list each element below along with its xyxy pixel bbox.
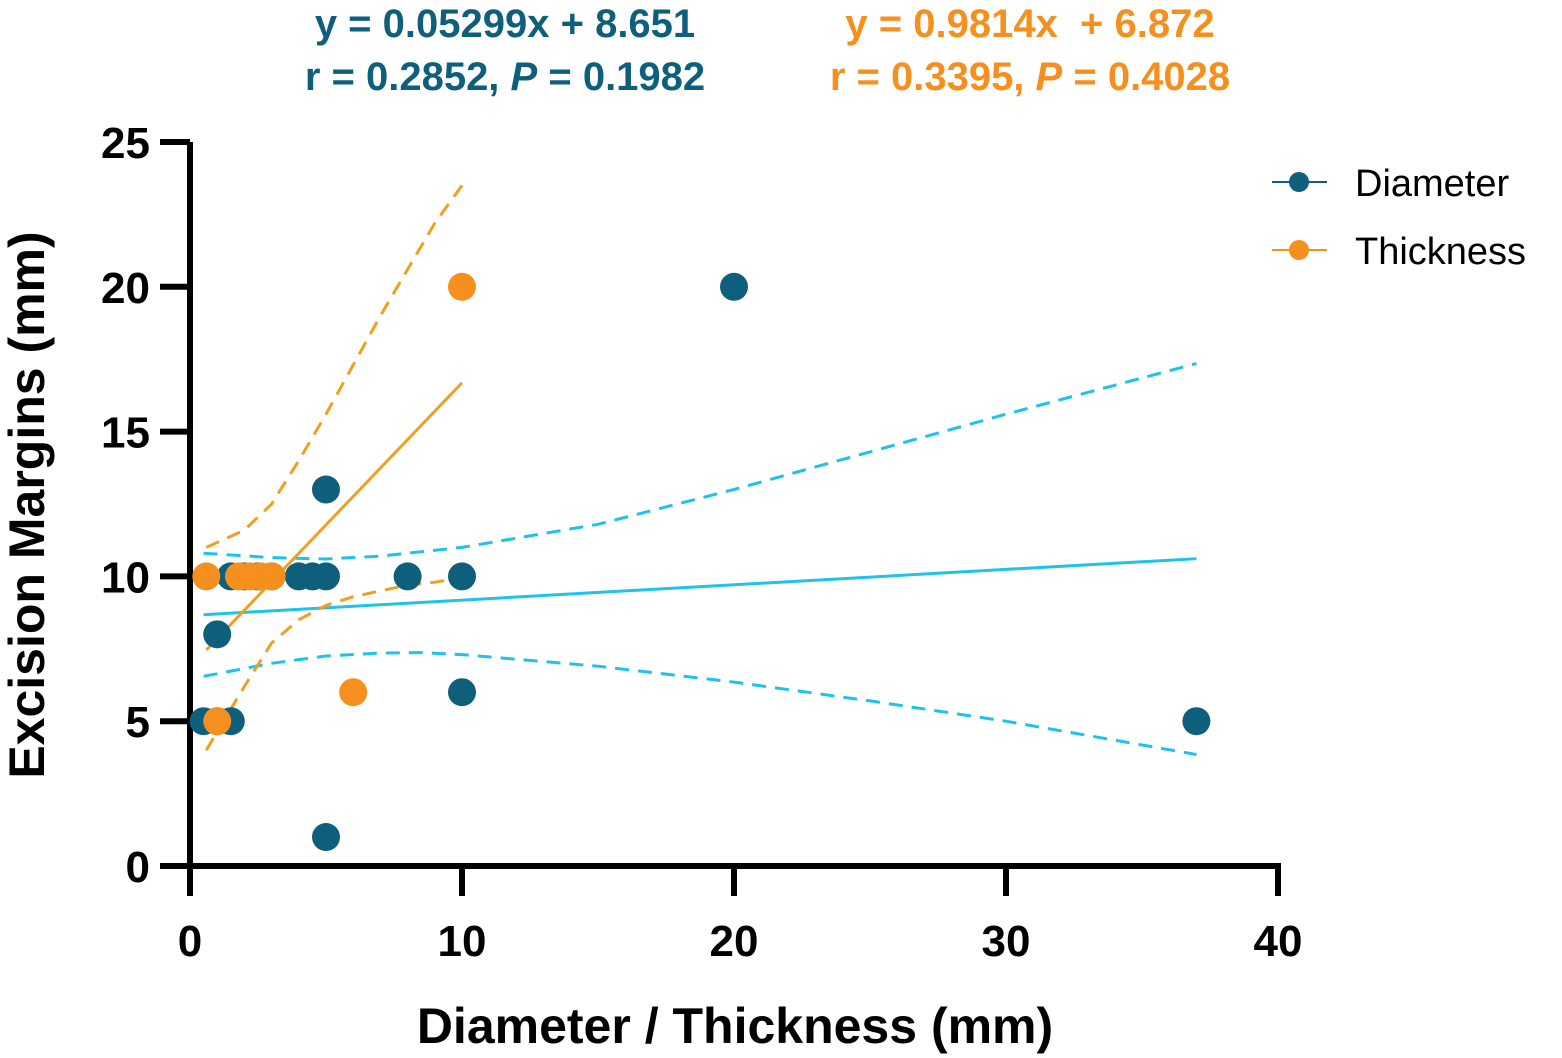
stats-diameter-line: r = 0.2852, P = 0.1982: [305, 55, 705, 99]
point-diameter: [312, 823, 340, 852]
legend: Diameter Thickness: [1272, 163, 1526, 273]
x-tick-label: 0: [178, 917, 202, 966]
equation-diameter: y = 0.05299x + 8.651 r = 0.2852, P = 0.1…: [305, 2, 705, 99]
ci-lower-diameter: [203, 651, 1197, 756]
fit-lines: [203, 184, 1197, 756]
x-tick-label: 10: [438, 917, 487, 966]
point-diameter: [393, 562, 422, 591]
x-tick-label: 30: [982, 917, 1031, 966]
ci-upper-diameter: [203, 362, 1197, 561]
point-thickness: [448, 272, 476, 301]
y-tick-label: 20: [101, 264, 150, 313]
stats-thickness-line: r = 0.3395, P = 0.4028: [830, 55, 1230, 99]
y-axis-title: Excision Margins (mm): [0, 231, 55, 778]
legend-item-diameter: Diameter: [1272, 163, 1509, 205]
point-thickness: [203, 707, 232, 736]
y-tick-label: 5: [126, 698, 150, 747]
x-axis-title: Diameter / Thickness (mm): [417, 998, 1053, 1054]
point-diameter: [312, 475, 340, 504]
point-thickness: [257, 562, 286, 591]
point-diameter: [312, 562, 340, 591]
x-tick-label: 20: [710, 917, 759, 966]
x-tick-label: 40: [1254, 917, 1303, 966]
ci-upper-thickness: [205, 184, 464, 549]
y-tick-label: 10: [101, 553, 150, 602]
point-diameter: [203, 620, 232, 649]
point-thickness: [339, 678, 368, 707]
axes: 0 10 20 30 40 0 5 10 15 20 25: [101, 119, 1302, 966]
legend-label-diameter: Diameter: [1355, 163, 1509, 205]
equation-diameter-line: y = 0.05299x + 8.651: [315, 2, 695, 46]
y-tick-label: 15: [101, 409, 150, 458]
point-thickness: [192, 562, 221, 591]
legend-marker-diameter: [1289, 172, 1309, 192]
legend-marker-thickness: [1289, 240, 1309, 260]
legend-label-thickness: Thickness: [1355, 231, 1526, 273]
point-diameter: [448, 562, 476, 591]
point-diameter: [448, 678, 476, 707]
regression-line-diameter: [203, 557, 1197, 617]
equation-thickness: y = 0.9814x + 6.872 r = 0.3395, P = 0.40…: [830, 2, 1230, 99]
equation-thickness-line: y = 0.9814x + 6.872: [845, 2, 1214, 46]
legend-item-thickness: Thickness: [1272, 231, 1526, 273]
point-diameter: [1182, 707, 1211, 736]
y-tick-label: 25: [101, 119, 150, 168]
point-diameter: [720, 272, 748, 301]
ci-lower-thickness: [205, 576, 463, 751]
y-tick-label: 0: [126, 843, 150, 892]
regression-line-thickness: [205, 381, 464, 651]
data-points: [189, 272, 1211, 852]
